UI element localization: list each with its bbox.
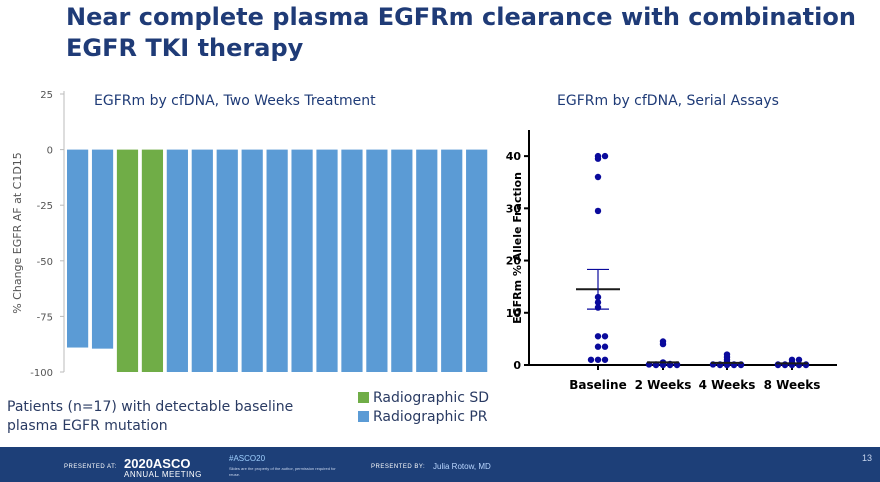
presented-at-label: PRESENTED AT: bbox=[64, 464, 117, 470]
waterfall-y-axis: 25 0 -25 -50 -75 -100 bbox=[30, 90, 65, 379]
scatter-point-1-15 bbox=[587, 356, 595, 363]
scatter-point-1-2 bbox=[601, 152, 609, 160]
legend-swatch-sd bbox=[358, 392, 369, 403]
waterfall-bar-6 bbox=[191, 149, 213, 372]
legend-swatch-pr bbox=[358, 411, 369, 422]
waterfall-bar-13 bbox=[366, 149, 388, 372]
charts-canvas: EGFRm by cfDNA, Two Weeks Treatment % Ch… bbox=[11, 90, 837, 392]
scatter-point-1-4 bbox=[594, 173, 602, 181]
waterfall-tick-label-2: -25 bbox=[37, 201, 53, 212]
page-number: 13 bbox=[862, 453, 873, 463]
waterfall-tick-label-4: -75 bbox=[37, 312, 53, 323]
scatter-point-1-10 bbox=[601, 333, 609, 340]
waterfall-tick-label-5: -100 bbox=[30, 368, 53, 379]
waterfall-bar-2 bbox=[91, 149, 114, 349]
waterfall-title: EGFRm by cfDNA, Two Weeks Treatment bbox=[94, 93, 376, 109]
waterfall-bar-5 bbox=[166, 149, 188, 372]
scatter-point-1-12 bbox=[601, 343, 609, 350]
scatter-point-2-12 bbox=[659, 361, 667, 369]
waterfall-bar-12 bbox=[341, 149, 363, 372]
waterfall-tick-label-3: -50 bbox=[37, 257, 53, 268]
scatter-x-tick-label-2: 4 Weeks bbox=[699, 378, 756, 392]
waterfall-bar-11 bbox=[316, 149, 338, 372]
waterfall-bar-17 bbox=[466, 149, 488, 372]
waterfall-tick-label-1: 0 bbox=[47, 146, 53, 157]
scatter-x-tick-label-0: Baseline bbox=[569, 378, 626, 392]
waterfall-y-axis-label: % Change EGFR AF at C1D15 bbox=[11, 152, 24, 314]
scatter-point-1-14 bbox=[601, 356, 609, 363]
presenter-name: Julia Rotow, MD bbox=[433, 462, 491, 471]
waterfall-bar-15 bbox=[416, 149, 438, 372]
annual-meeting-text: ANNUAL MEETING bbox=[124, 470, 202, 479]
scatter-y-tick-label-1: 10 bbox=[506, 307, 522, 320]
scatter-y-tick-label-4: 40 bbox=[506, 150, 522, 163]
scatter-x-tick-label-1: 2 Weeks bbox=[635, 378, 692, 392]
waterfall-bar-7 bbox=[216, 149, 238, 372]
scatter-point-2-14 bbox=[652, 361, 660, 369]
legend-label-sd: Radiographic SD bbox=[373, 389, 490, 406]
scatter-y-axis-label: EGFRm % Allele Fraction bbox=[511, 172, 524, 324]
scatter-point-4-2 bbox=[795, 356, 803, 363]
scatter-point-1-13 bbox=[594, 356, 602, 363]
waterfall-bar-10 bbox=[291, 149, 313, 372]
scatter-x-tick-label-3: 8 Weeks bbox=[764, 378, 821, 392]
scatter-chart: EGFRm by cfDNA, Serial Assays EGFRm % Al… bbox=[506, 93, 837, 392]
scatter-point-2-2 bbox=[659, 340, 667, 348]
scatter-y-tick-label-3: 30 bbox=[506, 202, 522, 215]
waterfall-tick-label-0: 25 bbox=[40, 90, 53, 101]
scatter-points bbox=[576, 152, 810, 369]
legend-item-pr: Radiographic PR bbox=[358, 407, 489, 426]
scatter-y-tick-label-0: 0 bbox=[513, 359, 521, 372]
waterfall-bars bbox=[67, 149, 488, 372]
scatter-point-1-3 bbox=[594, 155, 602, 162]
waterfall-bar-16 bbox=[441, 149, 463, 372]
scatter-y-tick-label-2: 20 bbox=[506, 255, 522, 268]
scatter-point-1-9 bbox=[594, 333, 602, 340]
waterfall-bar-1 bbox=[67, 149, 89, 348]
footer-bar: PRESENTED AT: 2020ASCO ANNUAL MEETING #A… bbox=[0, 447, 880, 482]
hashtag-text: #ASCO20 bbox=[229, 454, 266, 463]
legend-label-pr: Radiographic PR bbox=[373, 408, 488, 425]
property-note: Slides are the property of the author, p… bbox=[229, 466, 336, 477]
waterfall-bar-9 bbox=[266, 149, 288, 372]
legend-item-sd: Radiographic SD bbox=[358, 388, 489, 407]
waterfall-bar-8 bbox=[241, 149, 263, 372]
scatter-point-2-15 bbox=[673, 361, 681, 369]
scatter-point-2-13 bbox=[666, 361, 674, 369]
scatter-point-1-5 bbox=[594, 207, 602, 215]
waterfall-bar-14 bbox=[391, 149, 413, 372]
chart-legend: Radiographic SD Radiographic PR bbox=[358, 388, 489, 426]
scatter-point-1-11 bbox=[594, 343, 602, 350]
scatter-axes: 0 10 20 30 40 Baseline 2 Weeks 4 Weeks 8 Weeks bbox=[506, 130, 837, 392]
waterfall-chart: EGFRm by cfDNA, Two Weeks Treatment % Ch… bbox=[11, 90, 488, 379]
waterfall-bar-4 bbox=[141, 149, 164, 372]
waterfall-bar-3 bbox=[116, 149, 139, 372]
scatter-title: EGFRm by cfDNA, Serial Assays bbox=[557, 93, 779, 109]
slide-title: Near complete plasma EGFRm clearance wit… bbox=[66, 3, 856, 62]
asco-logo-text: 2020ASCO bbox=[124, 456, 191, 471]
patients-footnote: Patients (n=17) with detectable baseline… bbox=[7, 399, 294, 434]
presented-by-label: PRESENTED BY: bbox=[371, 464, 426, 470]
